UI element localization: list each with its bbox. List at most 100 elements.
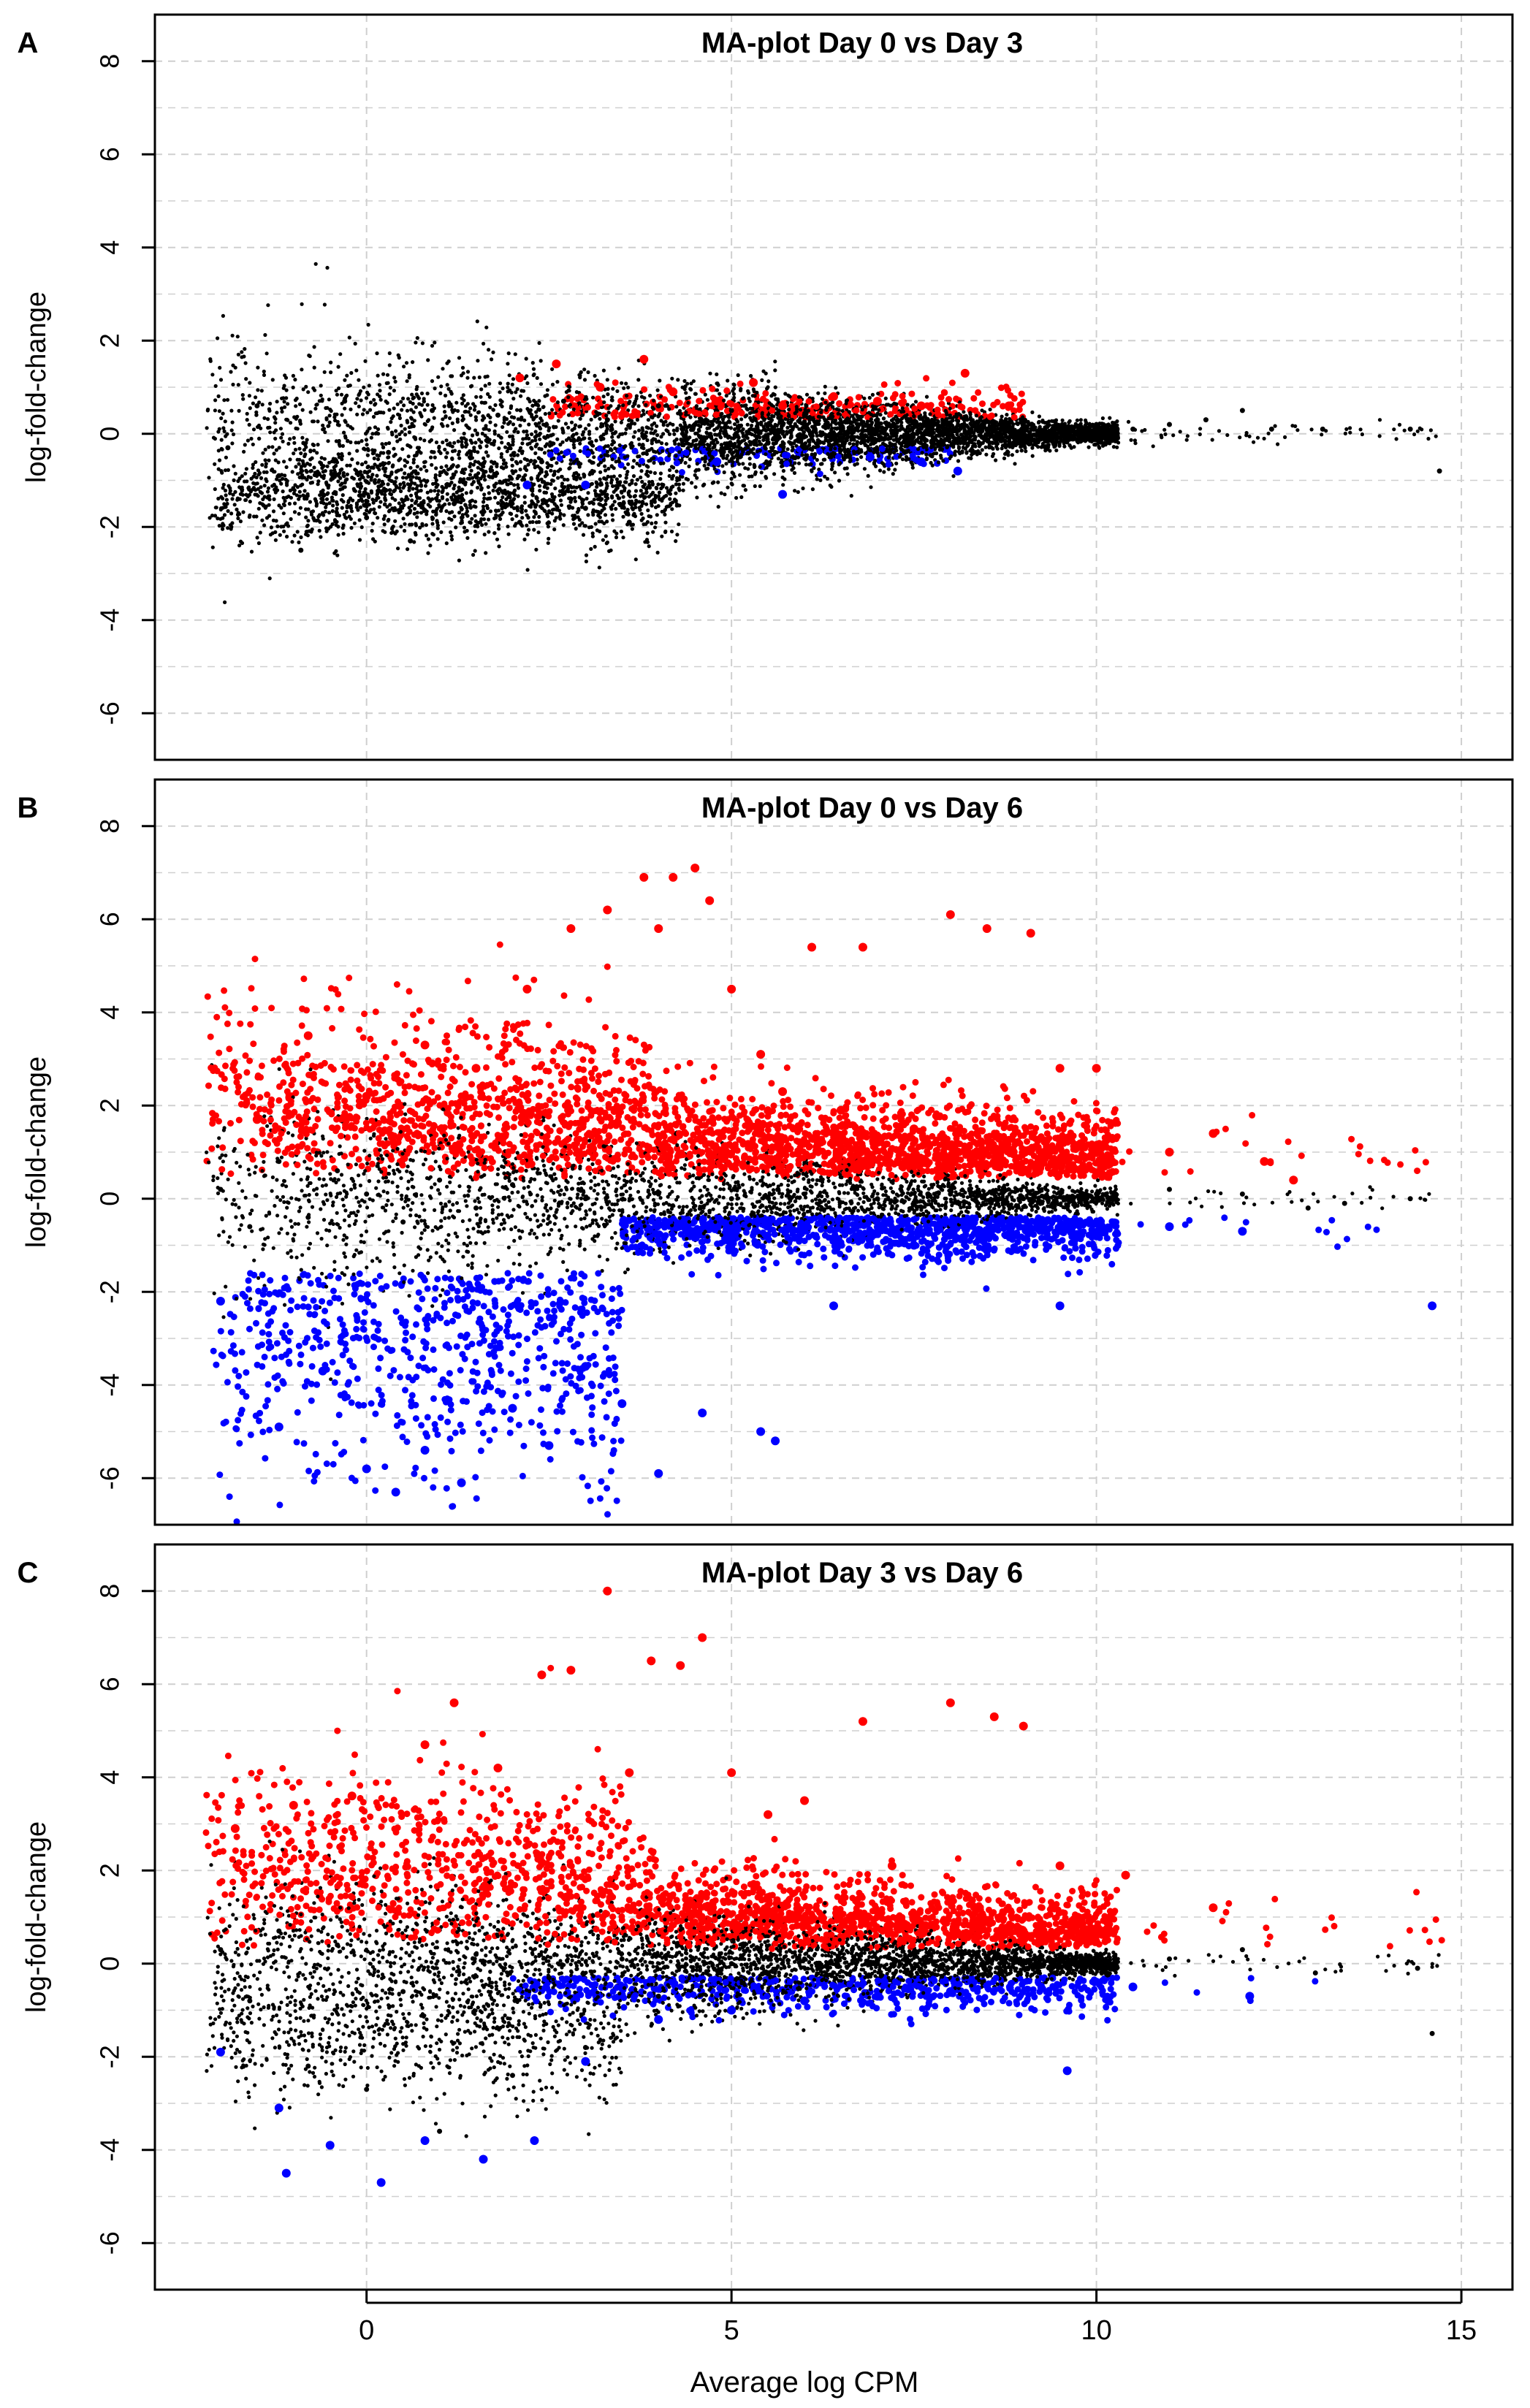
- background-point: [742, 484, 747, 488]
- background-point: [981, 441, 985, 445]
- background-point: [409, 408, 414, 412]
- background-point: [878, 468, 883, 473]
- background-point: [297, 489, 302, 494]
- background-point: [372, 456, 376, 461]
- background-point: [587, 459, 592, 463]
- background-point: [703, 457, 708, 461]
- background-point: [817, 468, 821, 472]
- background-point: [886, 467, 891, 471]
- background-point: [515, 408, 519, 412]
- background-point: [482, 517, 487, 522]
- background-point: [483, 433, 487, 438]
- background-point: [324, 526, 329, 530]
- background-point: [560, 484, 564, 489]
- background-point: [312, 345, 316, 349]
- background-point: [788, 403, 796, 410]
- background-point: [549, 481, 553, 487]
- background-point: [574, 432, 579, 436]
- background-point: [625, 470, 630, 474]
- background-point: [505, 482, 509, 487]
- background-point: [636, 378, 641, 382]
- background-point: [816, 391, 821, 395]
- background-point: [554, 424, 558, 430]
- background-point: [1016, 406, 1023, 414]
- background-point: [642, 412, 646, 416]
- background-point: [834, 386, 838, 390]
- background-point: [1295, 428, 1300, 433]
- background-point: [650, 503, 654, 508]
- background-point: [324, 502, 329, 506]
- background-point: [543, 394, 547, 398]
- background-point: [403, 427, 407, 431]
- background-point: [934, 437, 938, 441]
- background-point: [637, 463, 642, 468]
- background-point: [439, 470, 444, 475]
- background-point: [441, 440, 445, 445]
- background-point: [343, 420, 348, 424]
- background-point: [263, 447, 267, 452]
- background-point: [479, 519, 483, 524]
- background-point: [484, 325, 489, 329]
- background-point: [702, 463, 707, 468]
- background-point: [1185, 434, 1190, 438]
- background-point: [583, 427, 588, 431]
- background-point: [219, 416, 224, 421]
- background-point: [373, 462, 377, 467]
- background-point: [381, 372, 386, 376]
- background-point: [525, 533, 530, 537]
- background-point: [471, 476, 475, 480]
- background-point: [318, 519, 322, 525]
- background-point: [515, 508, 520, 513]
- background-point: [392, 376, 397, 380]
- background-point: [354, 401, 358, 405]
- background-point: [400, 408, 404, 412]
- background-point: [359, 474, 364, 479]
- background-point: [422, 408, 427, 412]
- background-point: [302, 448, 306, 452]
- background-point: [255, 536, 259, 540]
- background-point: [445, 492, 449, 496]
- background-point: [329, 370, 333, 375]
- background-point: [688, 415, 693, 419]
- background-point: [663, 512, 667, 517]
- background-point: [456, 439, 460, 443]
- background-point: [610, 513, 614, 517]
- background-point: [609, 507, 614, 511]
- background-point: [750, 423, 754, 428]
- background-point: [573, 499, 578, 503]
- background-point: [689, 381, 693, 386]
- background-point: [569, 489, 574, 495]
- background-point: [463, 530, 467, 534]
- background-point: [518, 408, 523, 412]
- background-point: [289, 517, 293, 522]
- background-point: [964, 450, 969, 454]
- background-point: [299, 535, 303, 540]
- background-point: [238, 492, 243, 496]
- background-point: [273, 458, 278, 462]
- background-point: [1111, 445, 1116, 449]
- background-point: [314, 403, 319, 407]
- background-point: [286, 418, 290, 422]
- background-point: [278, 427, 283, 431]
- background-point: [766, 416, 771, 421]
- background-point: [532, 527, 536, 532]
- background-point: [552, 472, 557, 476]
- background-point: [899, 410, 904, 414]
- background-point: [667, 432, 672, 436]
- background-point: [545, 433, 550, 438]
- background-point: [984, 452, 989, 457]
- background-point: [804, 392, 810, 397]
- background-point: [370, 528, 374, 533]
- background-point: [680, 385, 685, 389]
- background-point: [281, 495, 286, 500]
- background-point: [211, 435, 216, 440]
- background-point: [507, 421, 511, 425]
- background-point: [385, 474, 389, 479]
- background-point: [906, 449, 910, 453]
- background-point: [247, 394, 251, 398]
- background-point: [364, 438, 368, 442]
- background-point: [278, 533, 282, 537]
- background-point: [870, 392, 875, 397]
- background-point: [413, 481, 417, 486]
